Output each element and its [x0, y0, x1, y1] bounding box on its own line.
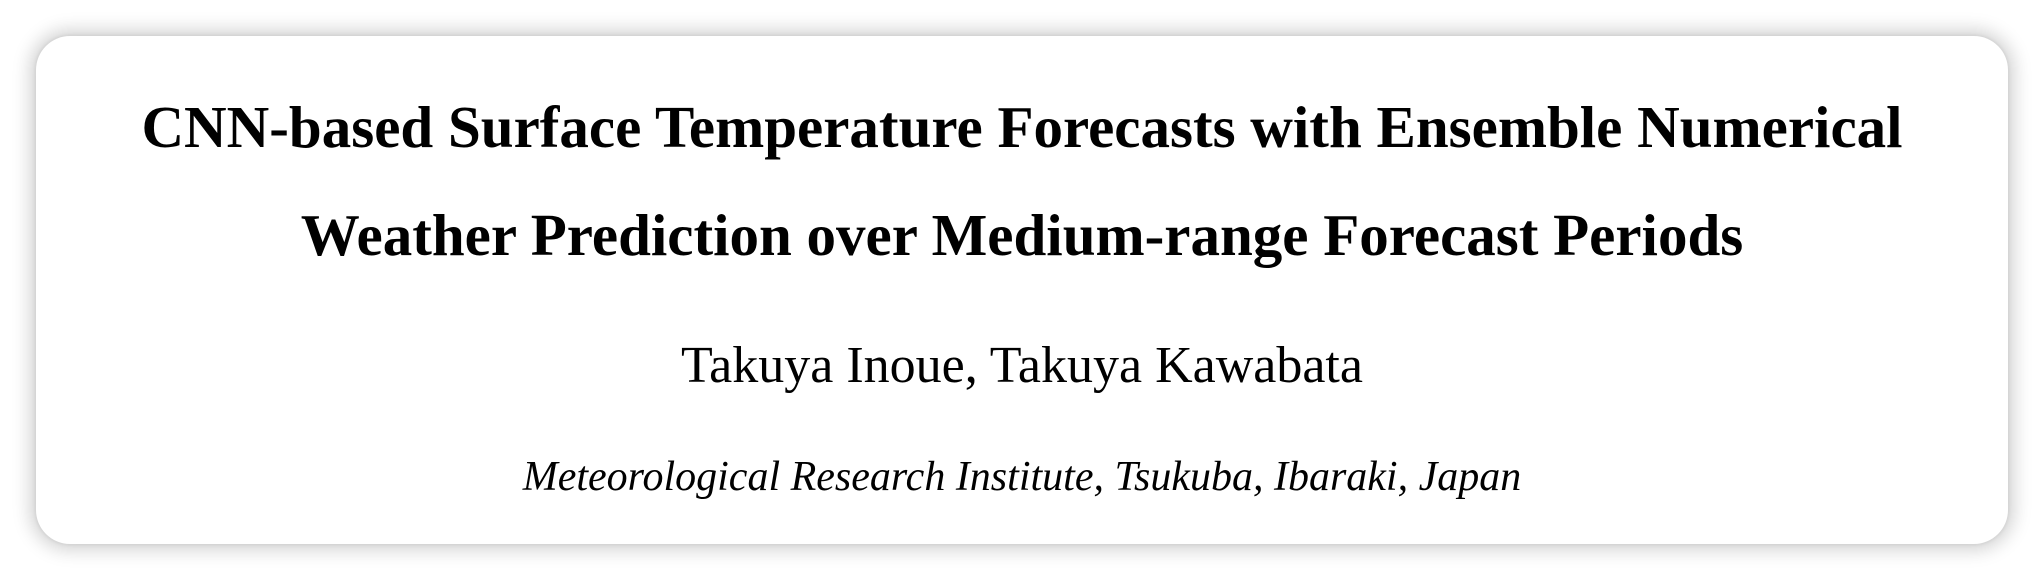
paper-title-line-1: CNN-based Surface Temperature Forecasts … [141, 94, 1903, 160]
paper-title-line-2: Weather Prediction over Medium-range For… [300, 202, 1744, 268]
title-card: CNN-based Surface Temperature Forecasts … [36, 36, 2008, 544]
author-affiliation: Meteorological Research Institute, Tsuku… [522, 454, 1522, 500]
author-list: Takuya Inoue, Takuya Kawabata [681, 337, 1363, 394]
